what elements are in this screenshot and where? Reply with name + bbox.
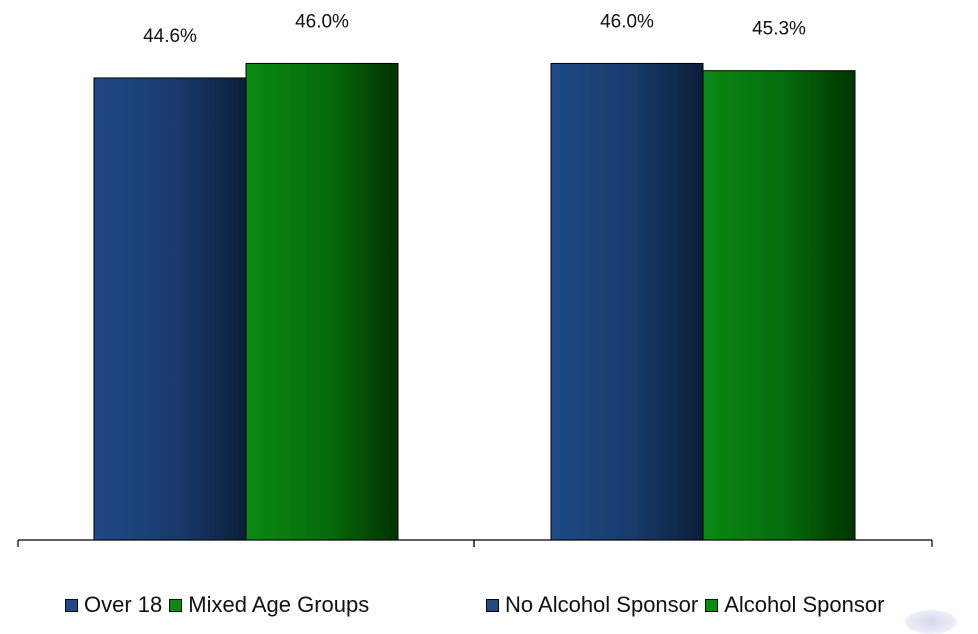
decorative-circle [905, 610, 957, 634]
legend-item-no-alcohol-sponsor: No Alcohol Sponsor [486, 592, 698, 618]
legend-label-alcohol-sponsor: Alcohol Sponsor [724, 592, 885, 617]
data-label: 44.6% [143, 26, 197, 47]
legend-label-no-alcohol-sponsor: No Alcohol Sponsor [505, 592, 699, 617]
data-label: 46.0% [600, 11, 654, 32]
legend-left: Over 18 Mixed Age Groups [65, 592, 376, 618]
legend-swatch-green [705, 598, 719, 612]
legend-item-mixed-age-groups: Mixed Age Groups [169, 592, 369, 618]
bar-chart: 44.6% 46.0% 46.0% 45.3% [17, 11, 933, 547]
chart-axes [17, 539, 933, 547]
bar-no-alcohol-sponsor [550, 62, 704, 541]
legend-label-over-18: Over 18 [84, 592, 163, 617]
legend-swatch-blue [65, 598, 78, 612]
data-label: 45.3% [752, 19, 806, 40]
data-label: 46.0% [295, 11, 349, 32]
legend-right: No Alcohol Sponsor Alcohol Sponsor [486, 592, 891, 618]
chart-bars [93, 62, 856, 541]
bar-mixed-age-groups [245, 62, 399, 541]
legend-swatch-blue [486, 598, 499, 612]
bar-alcohol-sponsor [702, 70, 856, 541]
bar-over-18 [93, 77, 247, 541]
legend-item-over-18: Over 18 [65, 592, 162, 618]
chart-data-labels: 44.6% 46.0% 46.0% 45.3% [143, 11, 806, 47]
legend-item-alcohol-sponsor: Alcohol Sponsor [705, 592, 884, 618]
legend-label-mixed-age-groups: Mixed Age Groups [188, 592, 370, 617]
legend-swatch-green [169, 598, 183, 612]
